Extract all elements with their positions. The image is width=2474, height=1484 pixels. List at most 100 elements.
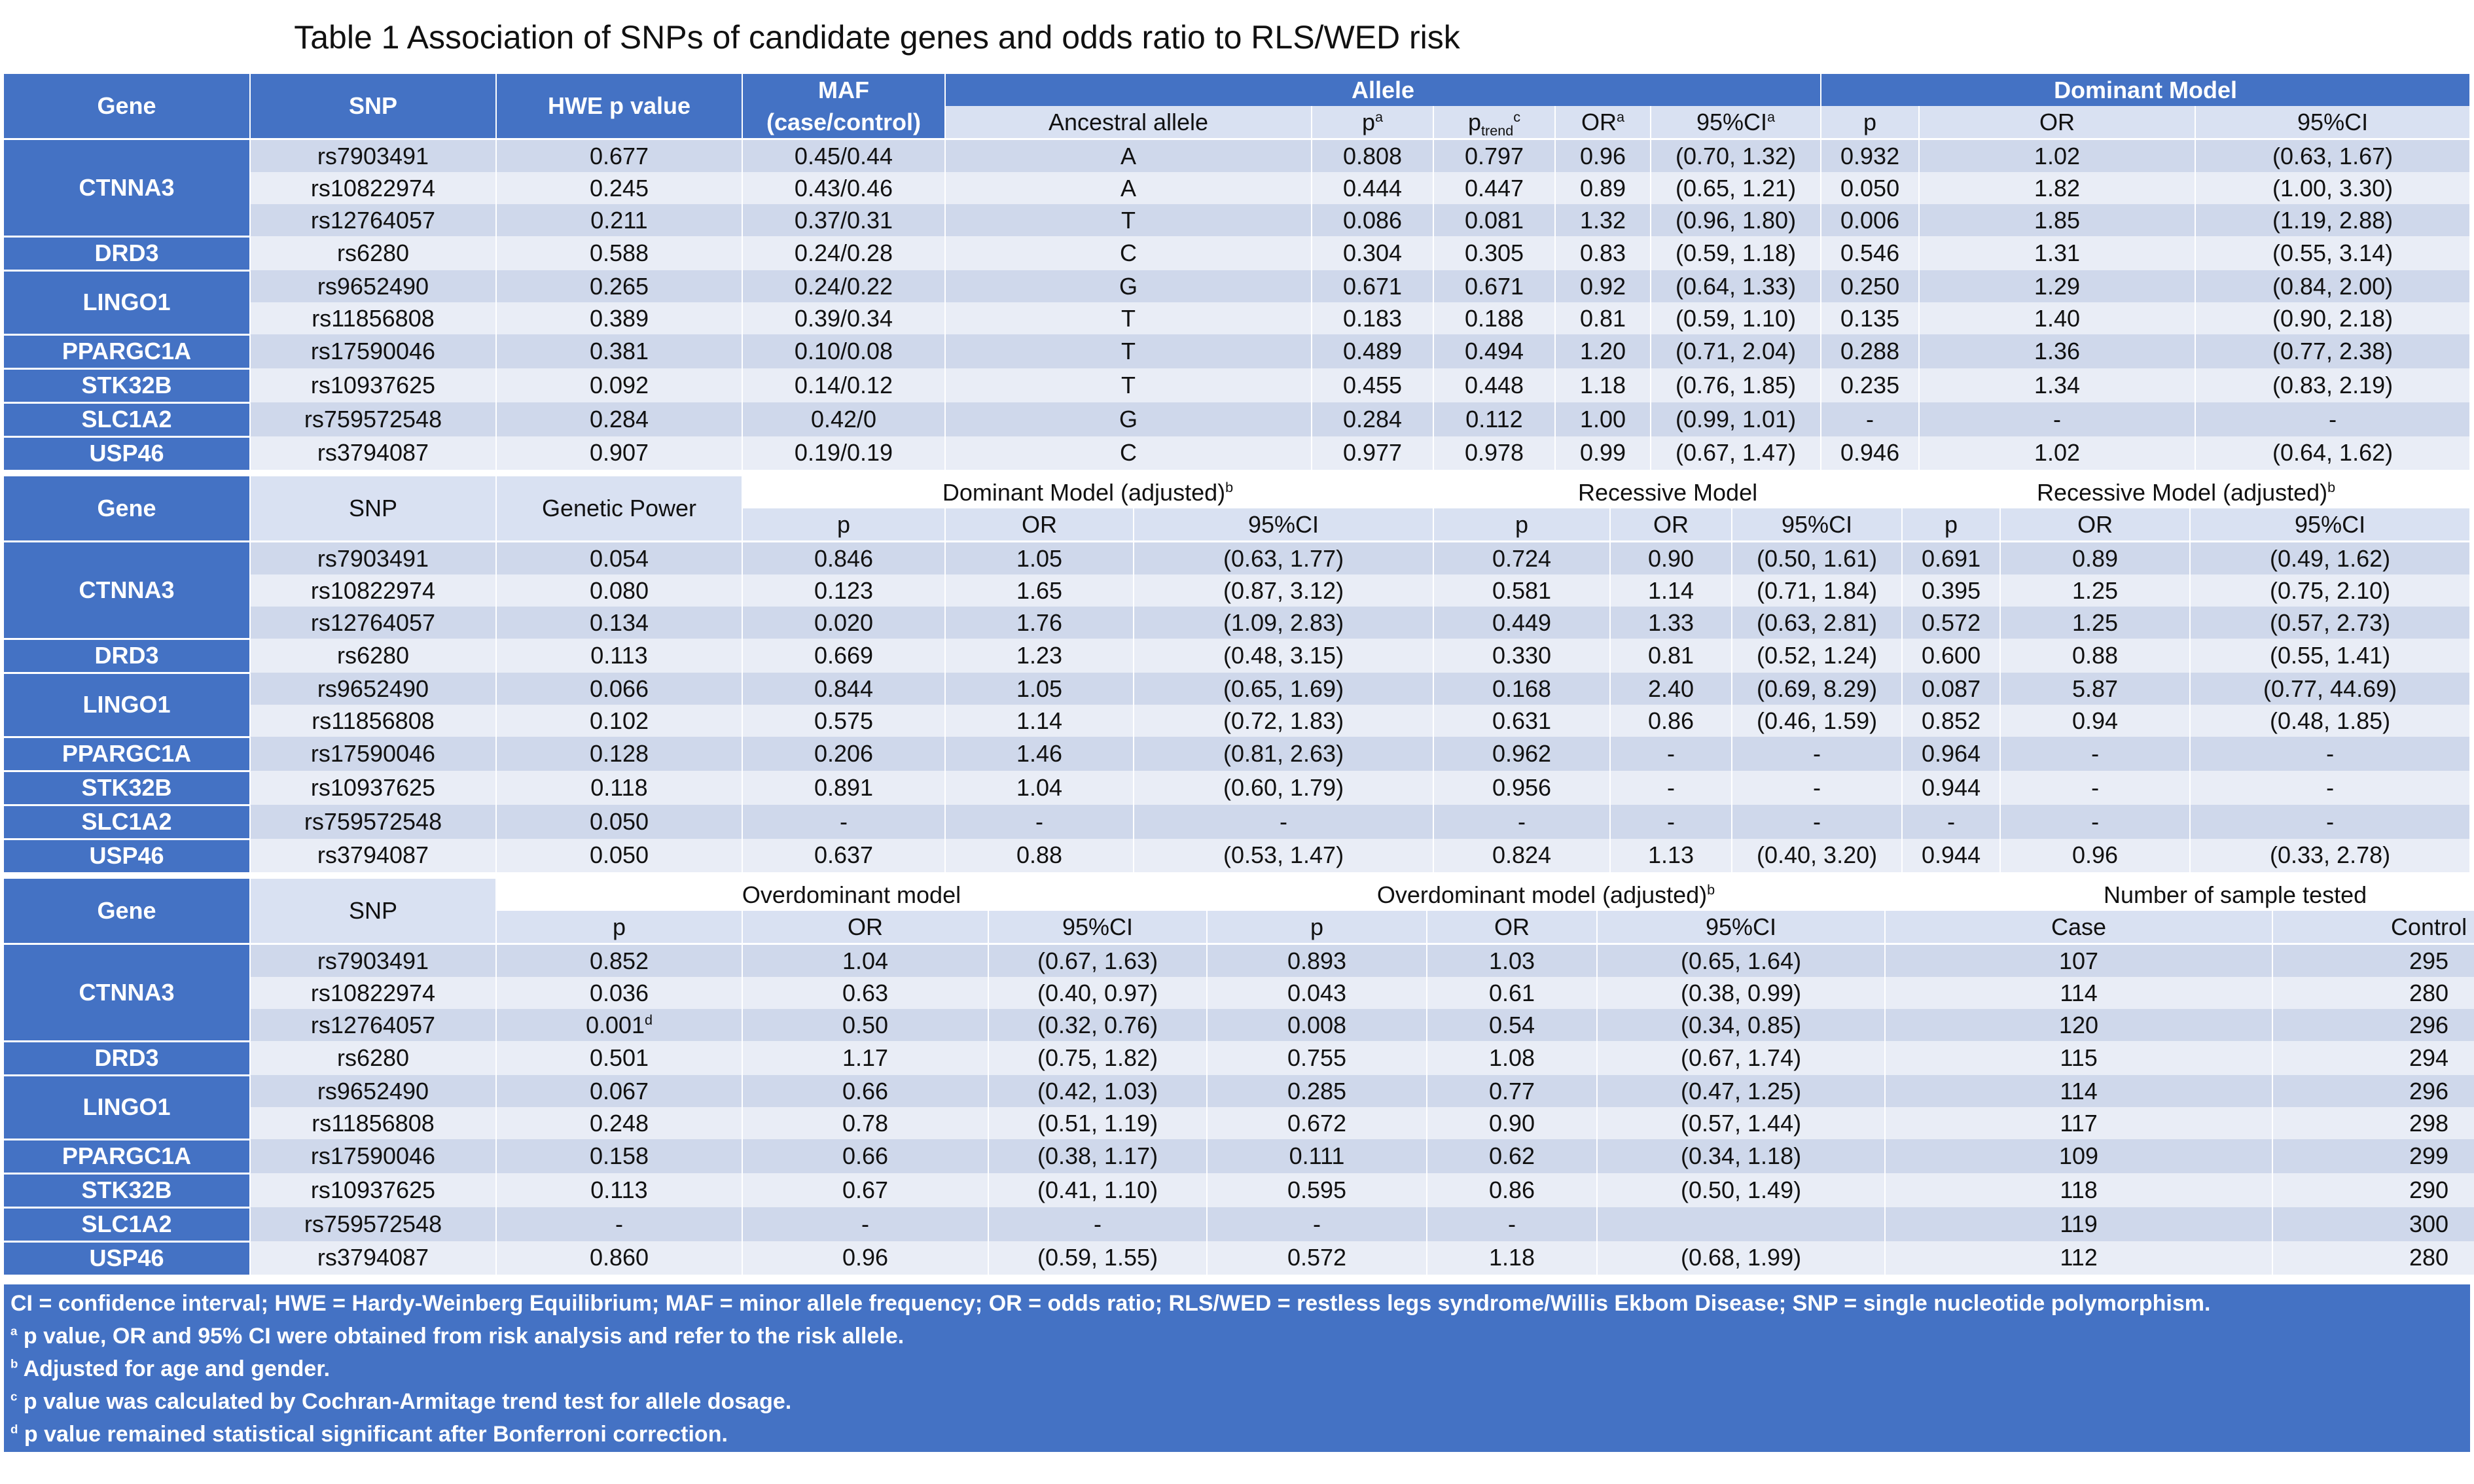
gene-cell: LINGO1 [4,1075,250,1139]
gene-cell: SLC1A2 [4,805,250,839]
gene-header: Gene [4,74,250,139]
dominant-adjusted-p-cell: 0.123 [742,574,945,607]
recessive-adjusted-p-cell: 0.572 [1902,607,2000,639]
gene-cell: CTNNA3 [4,944,250,1042]
gene-cell: CTNNA3 [4,139,250,237]
dominant-or-cell: - [1919,402,2195,436]
control-count-cell: 296 [2272,1075,2474,1107]
dominant-ci-cell: (1.19, 2.88) [2195,204,2470,236]
dominant-adjusted-or-cell: 1.65 [945,574,1134,607]
dominant-ci-header: 95%CI [2195,106,2470,139]
snp-cell: rs9652490 [250,1075,496,1107]
table-row: STK32B rs10937625 0.118 0.891 1.04 (0.60, 1.7… [4,771,2470,805]
overdominant-p-cell: 0.067 [496,1075,742,1107]
allele-or-cell: 0.96 [1555,139,1651,173]
table-row: DRD3 rs6280 0.501 1.17 (0.75, 1.82) 0.755 1.08… [4,1041,2474,1075]
recessive-adjusted-p-cell: 0.087 [1902,673,2000,705]
case-count-cell: 109 [1885,1139,2272,1173]
overdominant-adjusted-or-cell: 0.77 [1427,1075,1597,1107]
maf-cell: 0.45/0.44 [742,139,945,173]
hwe-cell: 0.907 [496,436,742,470]
overdominant-adjusted-ci-cell: (0.57, 1.44) [1597,1107,1885,1139]
dominant-adjusted-ci-cell: (0.63, 1.77) [1134,542,1433,575]
maf-cell: 0.14/0.12 [742,368,945,402]
recessive-ci-cell: (0.71, 1.84) [1732,574,1902,607]
recessive-ci-cell: (0.40, 3.20) [1732,839,1902,872]
maf-cell: 0.43/0.46 [742,172,945,204]
snp-cell: rs6280 [250,236,496,270]
snp-header: SNP [250,74,496,139]
genetic-power-cell: 0.118 [496,771,742,805]
gene-cell: LINGO1 [4,673,250,737]
gene-cell: STK32B [4,771,250,805]
maf-cell: 0.24/0.22 [742,270,945,302]
table-row: rs11856808 0.389 0.39/0.34 T 0.183 0.188 0.81(… [4,302,2470,334]
control-count-cell: 280 [2272,1241,2474,1275]
overdominant-adjusted-ci-cell: (0.38, 0.99) [1597,977,1885,1009]
overdominant-adjusted-p-cell: 0.111 [1207,1139,1427,1173]
recessive-or-cell: 0.90 [1610,542,1732,575]
recessive-p-header: p [1433,508,1610,542]
ptrend-cell: 0.448 [1433,368,1555,402]
gene-cell: CTNNA3 [4,542,250,639]
recessive-or-cell: 2.40 [1610,673,1732,705]
overdominant-or-cell: 0.50 [742,1009,988,1041]
dominant-model-header: Dominant Model [1821,74,2470,106]
control-count-cell: 298 [2272,1107,2474,1139]
allele-or-header: ORa [1555,106,1651,139]
table-row: SLC1A2 rs759572548- - - - -119 300 [4,1207,2474,1241]
dominant-ci-cell: - [2195,402,2470,436]
ptrend-cell: 0.797 [1433,139,1555,173]
table-row: rs11856808 0.102 0.575 1.14 (0.72, 1.83) 0.63… [4,705,2470,737]
gene-cell: PPARGC1A [4,737,250,771]
table-row: USP46 rs3794087 0.860 0.96 (0.59, 1.55) 0.572… [4,1241,2474,1275]
allele-p-cell: 0.455 [1312,368,1433,402]
control-count-cell: 295 [2272,944,2474,978]
maf-cell: 0.19/0.19 [742,436,945,470]
allele-ci-cell: (0.76, 1.85) [1651,368,1821,402]
recessive-model-header: Recessive Model [1433,476,1902,508]
overdominant-or-cell: 0.66 [742,1139,988,1173]
dominant-adjusted-ci-cell: (0.87, 3.12) [1134,574,1433,607]
recessive-adjusted-or-cell: - [2000,737,2190,771]
allele-p-cell: 0.304 [1312,236,1433,270]
recessive-adjusted-p-header: p [1902,508,2000,542]
snp-cell: rs11856808 [250,1107,496,1139]
dominant-adjusted-ci-cell: (0.72, 1.83) [1134,705,1433,737]
recessive-adjusted-p-cell: 0.944 [1902,839,2000,872]
genetic-power-cell: 0.113 [496,639,742,673]
hwe-cell: 0.211 [496,204,742,236]
recessive-adjusted-header: Recessive Model (adjusted)b [1902,476,2470,508]
ancestral-allele-cell: C [945,436,1312,470]
overdominant-ci-cell: - [988,1207,1207,1241]
footnote: a p value, OR and 95% CI were obtained f… [10,1320,2464,1352]
gene-cell: LINGO1 [4,270,250,334]
recessive-or-cell: - [1610,737,1732,771]
dominant-adjusted-or-cell: 1.04 [945,771,1134,805]
dominant-adjusted-ci-cell: (0.48, 3.15) [1134,639,1433,673]
allele-ci-cell: (0.71, 2.04) [1651,334,1821,368]
allele-p-cell: 0.444 [1312,172,1433,204]
dominant-adjusted-header: Dominant Model (adjusted)b [742,476,1433,508]
overdominant-p-header: p [496,911,742,944]
overdominant-or-cell: 0.67 [742,1173,988,1207]
snp-cell: rs12764057 [250,1009,496,1041]
dominant-adjusted-or-cell: 1.23 [945,639,1134,673]
dominant-or-cell: 1.34 [1919,368,2195,402]
overdominant-adjusted-or-cell: 0.86 [1427,1173,1597,1207]
overdominant-adjusted-ci-cell: (0.67, 1.74) [1597,1041,1885,1075]
ptrend-cell: 0.305 [1433,236,1555,270]
recessive-adjusted-p-cell: 0.395 [1902,574,2000,607]
dominant-adjusted-or-cell: 1.46 [945,737,1134,771]
overdominant-adjusted-header: Overdominant model (adjusted)b [1207,879,1885,911]
table-row: rs10822974 0.245 0.43/0.46 A 0.444 0.447 0.89(… [4,172,2470,204]
recessive-adjusted-p-cell: 0.964 [1902,737,2000,771]
dominant-p-cell: 0.288 [1821,334,1919,368]
allele-ci-cell: (0.64, 1.33) [1651,270,1821,302]
recessive-ci-cell: - [1732,771,1902,805]
ancestral-allele-cell: A [945,139,1312,173]
snp-cell: rs11856808 [250,302,496,334]
overdominant-adjusted-p-cell: 0.572 [1207,1241,1427,1275]
overdominant-adjusted-or-cell: 0.61 [1427,977,1597,1009]
genetic-power-cell: 0.128 [496,737,742,771]
